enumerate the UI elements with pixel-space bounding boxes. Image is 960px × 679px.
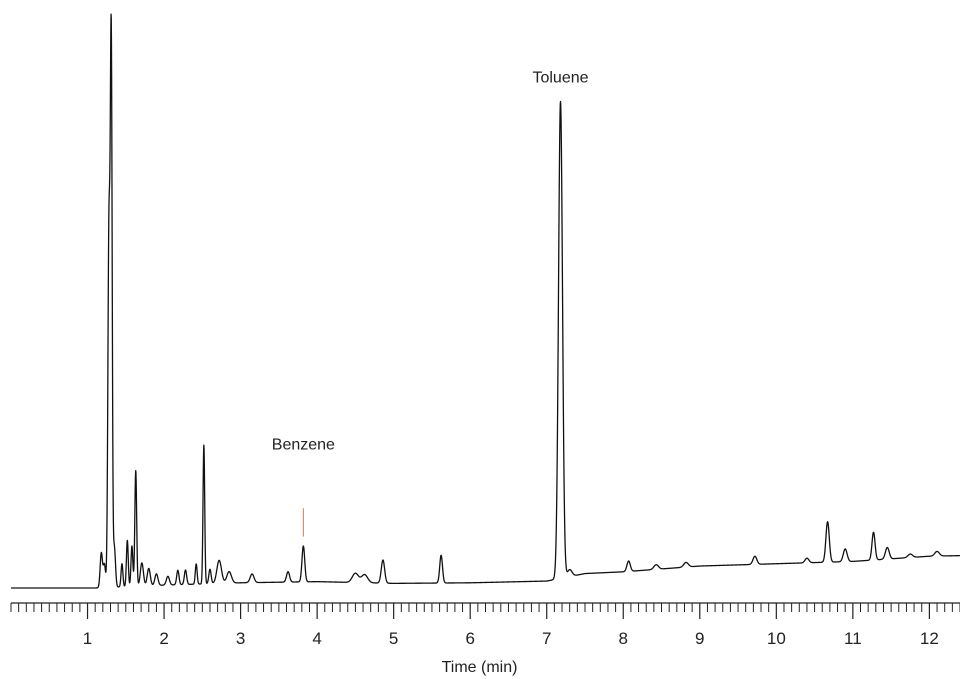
tick-labels: 1 2 3 4 5 6 7 8 9 10 11 12 <box>83 629 939 648</box>
peak-label-benzene: Benzene <box>272 436 335 453</box>
tick-label-6: 6 <box>465 629 474 648</box>
peak-annotations: Benzene Toluene <box>272 69 589 537</box>
peak-label-toluene: Toluene <box>532 69 588 86</box>
x-axis-label: Time (min) <box>442 659 518 676</box>
tick-label-12: 12 <box>920 629 939 648</box>
trace-layer <box>10 13 960 589</box>
tick-label-3: 3 <box>236 629 245 648</box>
chromatogram-trace <box>10 13 960 589</box>
tick-label-5: 5 <box>389 629 398 648</box>
tick-label-10: 10 <box>767 629 786 648</box>
tick-label-9: 9 <box>695 629 704 648</box>
major-ticks <box>86 603 930 619</box>
tick-label-1: 1 <box>83 629 92 648</box>
tick-label-8: 8 <box>619 629 628 648</box>
x-axis: 1 2 3 4 5 6 7 8 9 10 11 12 Time (min) <box>10 602 960 676</box>
tick-label-2: 2 <box>159 629 168 648</box>
tick-label-4: 4 <box>312 629 321 648</box>
tick-label-11: 11 <box>844 629 862 648</box>
minor-ticks <box>10 603 960 612</box>
tick-label-7: 7 <box>542 629 551 648</box>
